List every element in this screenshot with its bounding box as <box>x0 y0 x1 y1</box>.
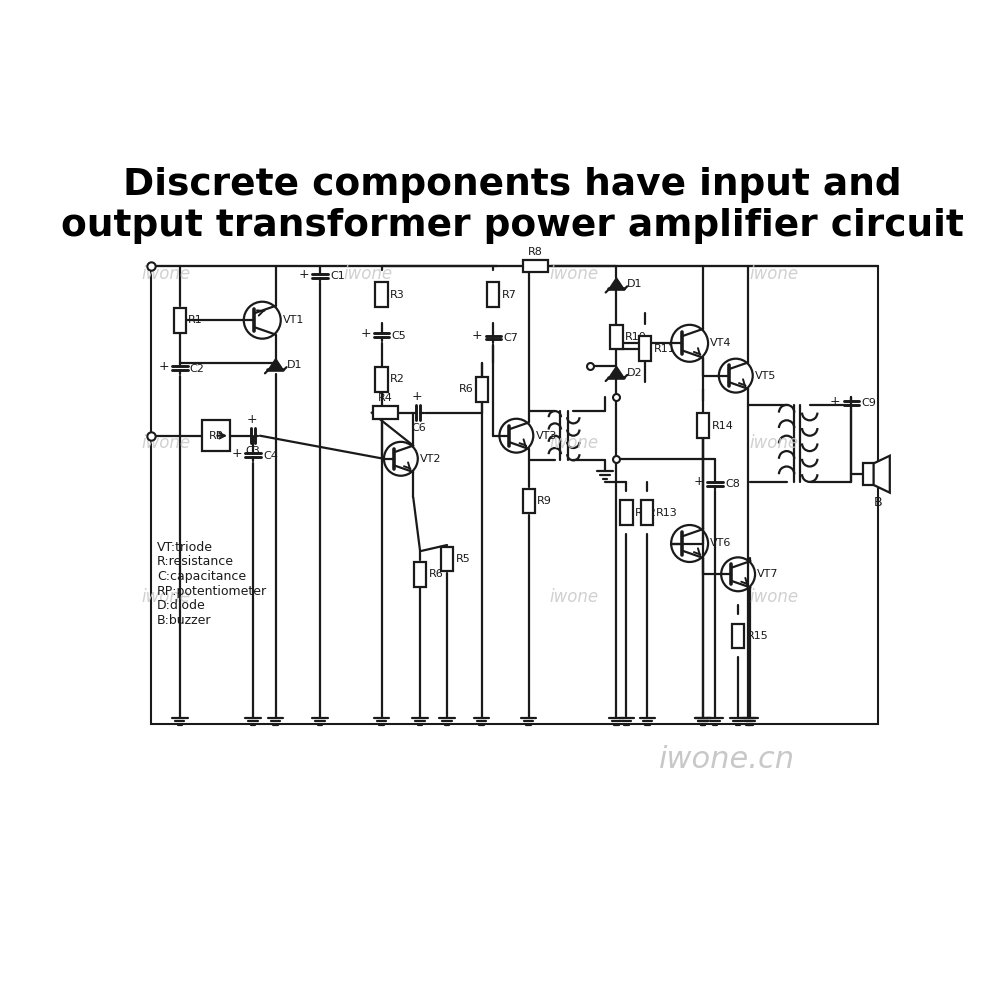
Text: R6: R6 <box>429 569 443 579</box>
Text: RP:potentiometer: RP:potentiometer <box>157 585 267 598</box>
Text: R6: R6 <box>458 384 473 394</box>
Bar <box>375 282 388 307</box>
Polygon shape <box>609 278 624 289</box>
Bar <box>414 562 426 587</box>
Bar <box>610 325 623 349</box>
Text: R9: R9 <box>537 496 552 506</box>
Text: C9: C9 <box>861 398 876 408</box>
Text: output transformer power amplifier circuit: output transformer power amplifier circu… <box>61 208 964 244</box>
Bar <box>620 500 633 525</box>
Text: R7: R7 <box>502 290 517 300</box>
Bar <box>487 282 499 307</box>
Text: C4: C4 <box>263 451 278 461</box>
Text: C7: C7 <box>503 333 518 343</box>
Bar <box>523 260 548 272</box>
Bar <box>863 463 874 485</box>
Text: R8: R8 <box>528 247 543 257</box>
Text: R:resistance: R:resistance <box>157 555 234 568</box>
Text: C2: C2 <box>190 364 205 374</box>
Text: +: + <box>232 447 242 460</box>
Text: iwone: iwone <box>549 434 599 452</box>
Text: R14: R14 <box>712 421 733 431</box>
Text: C6: C6 <box>411 423 426 433</box>
Bar <box>441 547 453 571</box>
Text: R13: R13 <box>656 508 677 518</box>
Text: iwone: iwone <box>343 265 392 283</box>
Text: R4: R4 <box>378 393 393 403</box>
Text: iwone.cn: iwone.cn <box>659 745 795 774</box>
Text: R15: R15 <box>747 631 768 641</box>
Text: B: B <box>874 496 883 509</box>
Text: +: + <box>360 327 371 340</box>
Text: VT6: VT6 <box>710 538 732 548</box>
Text: R3: R3 <box>390 290 405 300</box>
Text: Discrete components have input and: Discrete components have input and <box>123 167 902 203</box>
Text: +: + <box>472 329 482 342</box>
Bar <box>639 336 651 361</box>
Text: iwone: iwone <box>750 265 799 283</box>
Bar <box>641 500 653 525</box>
Bar <box>174 308 186 333</box>
Text: +: + <box>299 267 309 280</box>
Text: R5: R5 <box>456 554 470 564</box>
Text: D2: D2 <box>627 368 643 378</box>
Text: iwone: iwone <box>141 434 190 452</box>
Polygon shape <box>609 366 624 378</box>
Text: iwone: iwone <box>549 265 599 283</box>
Text: +: + <box>158 360 169 373</box>
Text: C5: C5 <box>392 331 406 341</box>
Bar <box>202 420 230 451</box>
Polygon shape <box>268 359 283 370</box>
Text: VT5: VT5 <box>755 371 776 381</box>
Bar <box>373 406 398 419</box>
Text: R12: R12 <box>635 508 657 518</box>
Text: iwone: iwone <box>141 265 190 283</box>
Bar <box>151 266 878 724</box>
Bar <box>697 413 709 438</box>
Text: D1: D1 <box>287 360 302 370</box>
Text: +: + <box>694 475 704 488</box>
Text: VT2: VT2 <box>420 454 442 464</box>
Text: D:diode: D:diode <box>157 599 206 612</box>
Bar <box>476 377 488 402</box>
Text: VT1: VT1 <box>283 315 304 325</box>
Text: D1: D1 <box>627 279 643 289</box>
Text: VT7: VT7 <box>757 569 779 579</box>
Text: VT3: VT3 <box>536 431 557 441</box>
Text: +: + <box>412 390 422 403</box>
Text: iwone: iwone <box>750 588 799 606</box>
Text: R2: R2 <box>390 374 405 384</box>
Text: R11: R11 <box>653 344 675 354</box>
Text: iwone: iwone <box>750 434 799 452</box>
Text: C8: C8 <box>725 479 740 489</box>
Text: C3: C3 <box>246 446 260 456</box>
Bar <box>732 624 744 648</box>
Text: iwone: iwone <box>141 588 190 606</box>
Text: RP: RP <box>209 431 223 441</box>
Text: VT4: VT4 <box>710 338 732 348</box>
Text: R10: R10 <box>625 332 647 342</box>
Text: VT:triode: VT:triode <box>157 541 213 554</box>
Text: +: + <box>246 413 257 426</box>
Text: +: + <box>830 395 841 408</box>
Text: C1: C1 <box>330 271 345 281</box>
Text: C:capacitance: C:capacitance <box>157 570 246 583</box>
Polygon shape <box>874 456 890 493</box>
Text: R1: R1 <box>188 315 203 325</box>
Text: iwone: iwone <box>549 588 599 606</box>
Bar <box>523 489 535 513</box>
Text: B:buzzer: B:buzzer <box>157 614 211 627</box>
Bar <box>375 367 388 392</box>
